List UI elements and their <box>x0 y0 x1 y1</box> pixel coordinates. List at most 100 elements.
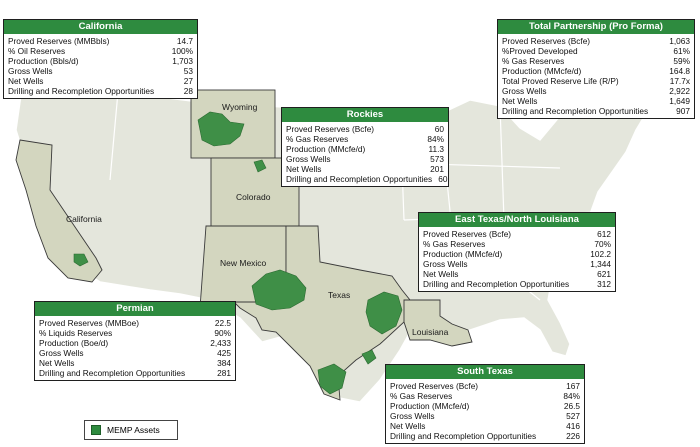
row-value: 201 <box>430 164 444 174</box>
row-label: Production (MMcfe/d) <box>502 66 582 76</box>
east-texas-row: Net Wells 621 <box>423 269 611 279</box>
state-label-new-mexico: New Mexico <box>220 258 267 268</box>
california-row: Net Wells 27 <box>8 76 193 86</box>
south-texas-info-box: South Texas Proved Reserves (Bcfe) 167% G… <box>385 364 585 444</box>
row-value: 84% <box>563 391 580 401</box>
row-label: Proved Reserves (Bcfe) <box>390 381 479 391</box>
row-value: 11.3 <box>428 144 444 154</box>
row-label: Net Wells <box>390 421 426 431</box>
east-texas-row: % Gas Reserves 70% <box>423 239 611 249</box>
permian-box-rows: Proved Reserves (MMBoe) 22.5% Liquids Res… <box>35 316 235 380</box>
row-value: 527 <box>566 411 580 421</box>
total-row: Gross Wells 2,922 <box>502 86 690 96</box>
east-texas-row: Drilling and Recompletion Opportunities 3… <box>423 279 611 289</box>
total-row: %Proved Developed 61% <box>502 46 690 56</box>
row-value: 26.5 <box>563 401 580 411</box>
row-value: 281 <box>217 368 231 378</box>
row-label: Gross Wells <box>8 66 53 76</box>
east-texas-box-title: East Texas/North Louisiana <box>419 213 615 227</box>
row-value: 2,922 <box>669 86 690 96</box>
east-texas-info-box: East Texas/North Louisiana Proved Reserv… <box>418 212 616 292</box>
louisiana-state <box>403 299 473 347</box>
row-label: Proved Reserves (MMBoe) <box>39 318 140 328</box>
row-label: Drilling and Recompletion Opportunities <box>390 431 537 441</box>
row-label: Gross Wells <box>423 259 468 269</box>
legend-label: MEMP Assets <box>107 425 160 435</box>
row-value: 1,703 <box>172 56 193 66</box>
row-label: Drilling and Recompletion Opportunities <box>8 86 155 96</box>
asset-colorado <box>253 159 267 173</box>
row-label: Production (MMcfe/d) <box>390 401 470 411</box>
row-label: Total Proved Reserve Life (R/P) <box>502 76 619 86</box>
rockies-info-box: Rockies Proved Reserves (Bcfe) 60% Gas Re… <box>281 107 449 187</box>
row-label: Net Wells <box>39 358 75 368</box>
row-value: 1,649 <box>669 96 690 106</box>
state-label-colorado: Colorado <box>236 192 271 202</box>
total-partnership-box-title: Total Partnership (Pro Forma) <box>498 20 694 34</box>
east-texas-box-rows: Proved Reserves (Bcfe) 612 % Gas Reserves 7… <box>419 227 615 291</box>
row-label: Gross Wells <box>39 348 84 358</box>
state-label-louisiana: Louisiana <box>412 327 449 337</box>
row-label: Drilling and Recompletion Opportunities <box>39 368 186 378</box>
row-label: Gross Wells <box>286 154 331 164</box>
rockies-row: Gross Wells 573 <box>286 154 444 164</box>
row-label: %Proved Developed <box>502 46 578 56</box>
row-label: Proved Reserves (MMBbls) <box>8 36 110 46</box>
south-texas-row: Production (MMcfe/d) 26.5 <box>390 401 580 411</box>
row-value: 60 <box>434 124 444 134</box>
california-box-rows: Proved Reserves (MMBbls) 14.7% Oil Reserv… <box>4 34 197 98</box>
permian-row: Drilling and Recompletion Opportunities 2… <box>39 368 231 378</box>
south-texas-row: Proved Reserves (Bcfe) 167 <box>390 381 580 391</box>
row-value: 167 <box>566 381 580 391</box>
row-label: % Oil Reserves <box>8 46 66 56</box>
row-value: 425 <box>217 348 231 358</box>
row-value: 100% <box>171 46 193 56</box>
rockies-row: Production (MMcfe/d) 11.3 <box>286 144 444 154</box>
row-value: 84% <box>427 134 444 144</box>
south-texas-row: Drilling and Recompletion Opportunities 2… <box>390 431 580 441</box>
total-row: Production (MMcfe/d) 164.8 <box>502 66 690 76</box>
row-value: 102.2 <box>590 249 611 259</box>
row-value: 384 <box>217 358 231 368</box>
row-value: 90% <box>214 328 231 338</box>
row-label: % Gas Reserves <box>390 391 453 401</box>
east-texas-row: Gross Wells 1,344 <box>423 259 611 269</box>
row-label: Production (Bbls/d) <box>8 56 79 66</box>
permian-box-title: Permian <box>35 302 235 316</box>
asset-wyoming <box>197 111 245 147</box>
permian-row: Gross Wells 425 <box>39 348 231 358</box>
permian-row: % Liquids Reserves 90% <box>39 328 231 338</box>
row-value: 1,063 <box>669 36 690 46</box>
row-value: 60 <box>438 174 448 184</box>
south-texas-row: % Gas Reserves 84% <box>390 391 580 401</box>
state-label-wyoming: Wyoming <box>222 102 258 112</box>
row-value: 17.7x <box>669 76 690 86</box>
row-value: 2,433 <box>210 338 231 348</box>
row-value: 53 <box>183 66 193 76</box>
permian-info-box: Permian Proved Reserves (MMBoe) 22.5% Liq… <box>34 301 236 381</box>
row-value: 1,344 <box>590 259 611 269</box>
rockies-row: Proved Reserves (Bcfe) 60 <box>286 124 444 134</box>
row-label: Proved Reserves (Bcfe) <box>423 229 512 239</box>
row-value: 70% <box>594 239 611 249</box>
row-label: Gross Wells <box>502 86 547 96</box>
row-value: 573 <box>430 154 444 164</box>
total-row: % Gas Reserves 59% <box>502 56 690 66</box>
permian-row: Production (Boe/d) 2,433 <box>39 338 231 348</box>
row-label: Proved Reserves (Bcfe) <box>502 36 591 46</box>
row-value: 27 <box>183 76 193 86</box>
total-row: Drilling and Recompletion Opportunities 9… <box>502 106 690 116</box>
asset-california <box>73 253 89 267</box>
east-texas-row: Proved Reserves (Bcfe) 612 <box>423 229 611 239</box>
california-info-box: California Proved Reserves (MMBbls) 14.7%… <box>3 19 198 99</box>
row-value: 61% <box>673 46 690 56</box>
south-texas-box-title: South Texas <box>386 365 584 379</box>
rockies-row: % Gas Reserves 84% <box>286 134 444 144</box>
row-value: 28 <box>183 86 193 96</box>
row-label: Net Wells <box>286 164 322 174</box>
south-texas-row: Gross Wells 527 <box>390 411 580 421</box>
row-value: 22.5 <box>214 318 231 328</box>
row-value: 907 <box>676 106 690 116</box>
asset-south-texas <box>317 363 347 395</box>
